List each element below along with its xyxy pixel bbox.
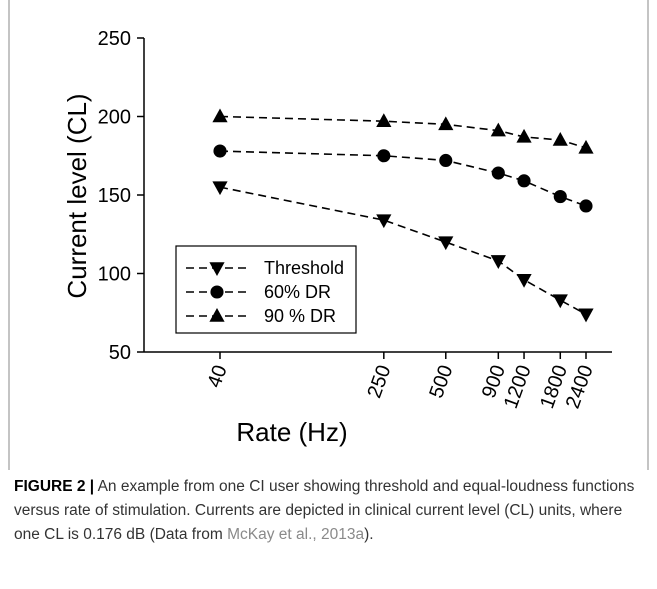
triangle-up-marker bbox=[578, 139, 594, 154]
legend: Threshold 60% DR 90 % DR bbox=[175, 245, 357, 334]
triangle-down-marker bbox=[490, 255, 506, 269]
y-tick-label: 250 bbox=[98, 28, 131, 50]
y-tick-label: 50 bbox=[109, 342, 131, 364]
legend-label: 90 % DR bbox=[264, 306, 336, 326]
triangle-down-marker bbox=[552, 294, 568, 309]
triangle-down-marker bbox=[438, 236, 454, 251]
y-axis-title: Current level (CL) bbox=[62, 93, 92, 298]
triangle-up-marker bbox=[552, 132, 568, 146]
series-layer bbox=[212, 108, 594, 323]
triangle-down-marker bbox=[212, 181, 228, 196]
caption-end: ). bbox=[364, 526, 374, 543]
figure-caption: FIGURE 2 | An example from one CI user s… bbox=[14, 475, 644, 547]
circle-marker bbox=[210, 285, 224, 299]
triangle-down-marker bbox=[516, 274, 532, 288]
legend-label: Threshold bbox=[264, 258, 344, 278]
circle-marker bbox=[553, 190, 567, 204]
legend-box bbox=[175, 245, 357, 334]
y-tick-label: 100 bbox=[98, 264, 131, 286]
y-tick-label: 200 bbox=[98, 107, 131, 129]
x-axis-title: Rate (Hz) bbox=[236, 417, 347, 447]
circle-marker bbox=[439, 153, 453, 168]
caption-reference-link[interactable]: McKay et al., 2013a bbox=[227, 526, 365, 543]
caption-text: An example from one CI user showing thre… bbox=[14, 478, 635, 543]
x-tick-label: 500 bbox=[425, 362, 457, 401]
triangle-up-marker bbox=[209, 308, 225, 322]
legend-label: 60% DR bbox=[264, 282, 331, 302]
triangle-up-marker bbox=[438, 116, 454, 131]
circle-marker bbox=[377, 149, 391, 163]
triangle-down-marker bbox=[578, 308, 594, 323]
circle-marker bbox=[579, 199, 593, 213]
triangle-down-marker bbox=[209, 262, 225, 276]
series-line bbox=[219, 115, 587, 149]
triangle-down-marker bbox=[376, 214, 392, 229]
y-tick-label: 150 bbox=[98, 185, 131, 207]
triangle-up-marker bbox=[212, 108, 228, 123]
circle-marker bbox=[517, 174, 531, 188]
triangle-up-marker bbox=[516, 128, 532, 143]
x-tick-label: 250 bbox=[363, 362, 395, 401]
triangle-up-marker bbox=[376, 113, 392, 127]
circle-marker bbox=[213, 144, 227, 158]
caption-label: FIGURE 2 | bbox=[14, 478, 95, 495]
triangle-up-marker bbox=[490, 122, 506, 137]
x-tick-label: 40 bbox=[203, 362, 231, 390]
circle-marker bbox=[491, 166, 505, 180]
